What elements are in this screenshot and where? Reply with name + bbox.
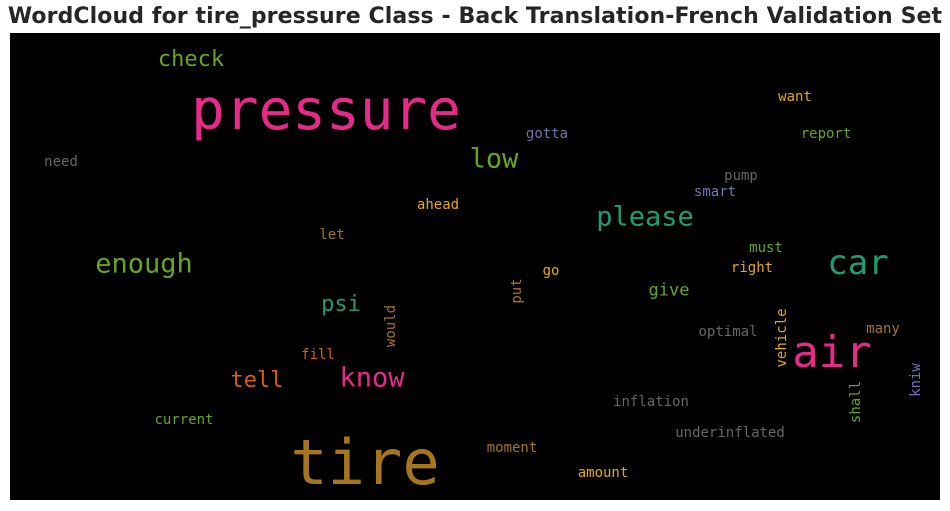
word-gotta: gotta bbox=[525, 126, 569, 142]
word-air: air bbox=[792, 327, 872, 378]
word-report: report bbox=[800, 126, 852, 142]
word-shall: shall bbox=[848, 380, 864, 424]
chart-title: WordCloud for tire_pressure Class - Back… bbox=[7, 4, 943, 29]
word-optimal: optimal bbox=[698, 324, 758, 340]
word-underinflated: underinflated bbox=[675, 425, 785, 441]
word-tell: tell bbox=[230, 368, 284, 393]
word-please: please bbox=[596, 201, 694, 233]
word-smart: smart bbox=[693, 184, 737, 200]
word-psi: psi bbox=[321, 292, 361, 317]
word-inflation: inflation bbox=[613, 394, 689, 410]
word-car: car bbox=[827, 243, 889, 283]
word-go: go bbox=[542, 263, 560, 279]
word-would: would bbox=[383, 304, 399, 348]
word-check: check bbox=[157, 47, 225, 72]
word-pressure: pressure bbox=[191, 78, 461, 143]
word-enough: enough bbox=[95, 248, 193, 280]
word-pump: pump bbox=[724, 168, 758, 184]
word-let: let bbox=[319, 227, 345, 243]
word-moment: moment bbox=[486, 440, 538, 456]
word-ahead: ahead bbox=[416, 197, 460, 213]
word-must: must bbox=[749, 240, 783, 256]
word-low: low bbox=[469, 143, 519, 175]
word-need: need bbox=[44, 154, 78, 170]
word-fill: fill bbox=[301, 347, 335, 363]
word-put: put bbox=[509, 278, 525, 304]
word-vehicle: vehicle bbox=[774, 308, 790, 368]
word-amount: amount bbox=[577, 465, 629, 481]
word-tire: tire bbox=[290, 426, 440, 499]
word-know: know bbox=[339, 362, 405, 394]
word-want: want bbox=[778, 89, 812, 105]
word-kniw: kniw bbox=[908, 363, 924, 397]
word-current: current bbox=[154, 412, 214, 428]
word-many: many bbox=[866, 321, 900, 337]
word-give: give bbox=[648, 280, 690, 301]
wordcloud-canvas: pressure tire air car please low enough know che… bbox=[10, 33, 940, 500]
word-right: right bbox=[730, 260, 774, 276]
